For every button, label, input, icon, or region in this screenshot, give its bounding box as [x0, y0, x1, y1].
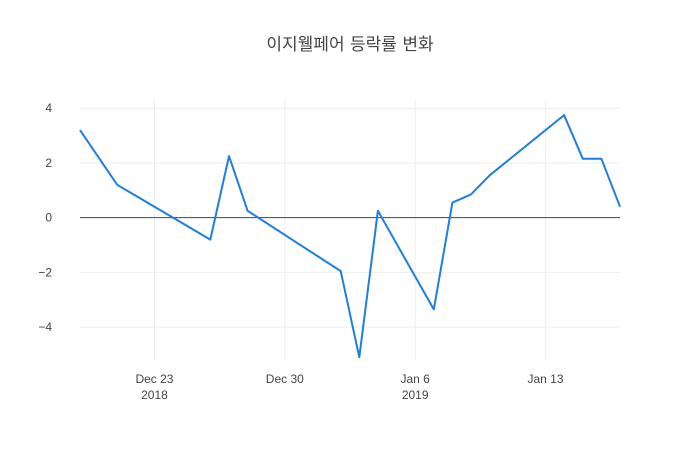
chart-title: 이지웰페어 등락률 변화: [266, 35, 434, 55]
y-tick-label: −2: [38, 265, 52, 279]
x-tick-label: Dec 23: [135, 372, 173, 386]
y-tick-label: 4: [45, 101, 52, 115]
x-tick-year-label: 2019: [402, 388, 429, 402]
y-tick-label: 2: [45, 156, 52, 170]
axis-layer: Dec 23 2018 Dec 30 Jan 6 2019 Jan 13 4 2 0 −2 −4: [38, 101, 564, 402]
x-tick-label: Dec 30: [266, 372, 304, 386]
y-tick-label: 0: [45, 211, 52, 225]
grid-layer: [80, 100, 620, 360]
y-tick-label: −4: [38, 320, 52, 334]
series-line: [79, 114, 621, 359]
x-tick-label: Jan 13: [528, 372, 564, 386]
series-layer: [79, 114, 621, 359]
x-tick-year-label: 2018: [141, 388, 168, 402]
x-tick-label: Jan 6: [400, 372, 430, 386]
